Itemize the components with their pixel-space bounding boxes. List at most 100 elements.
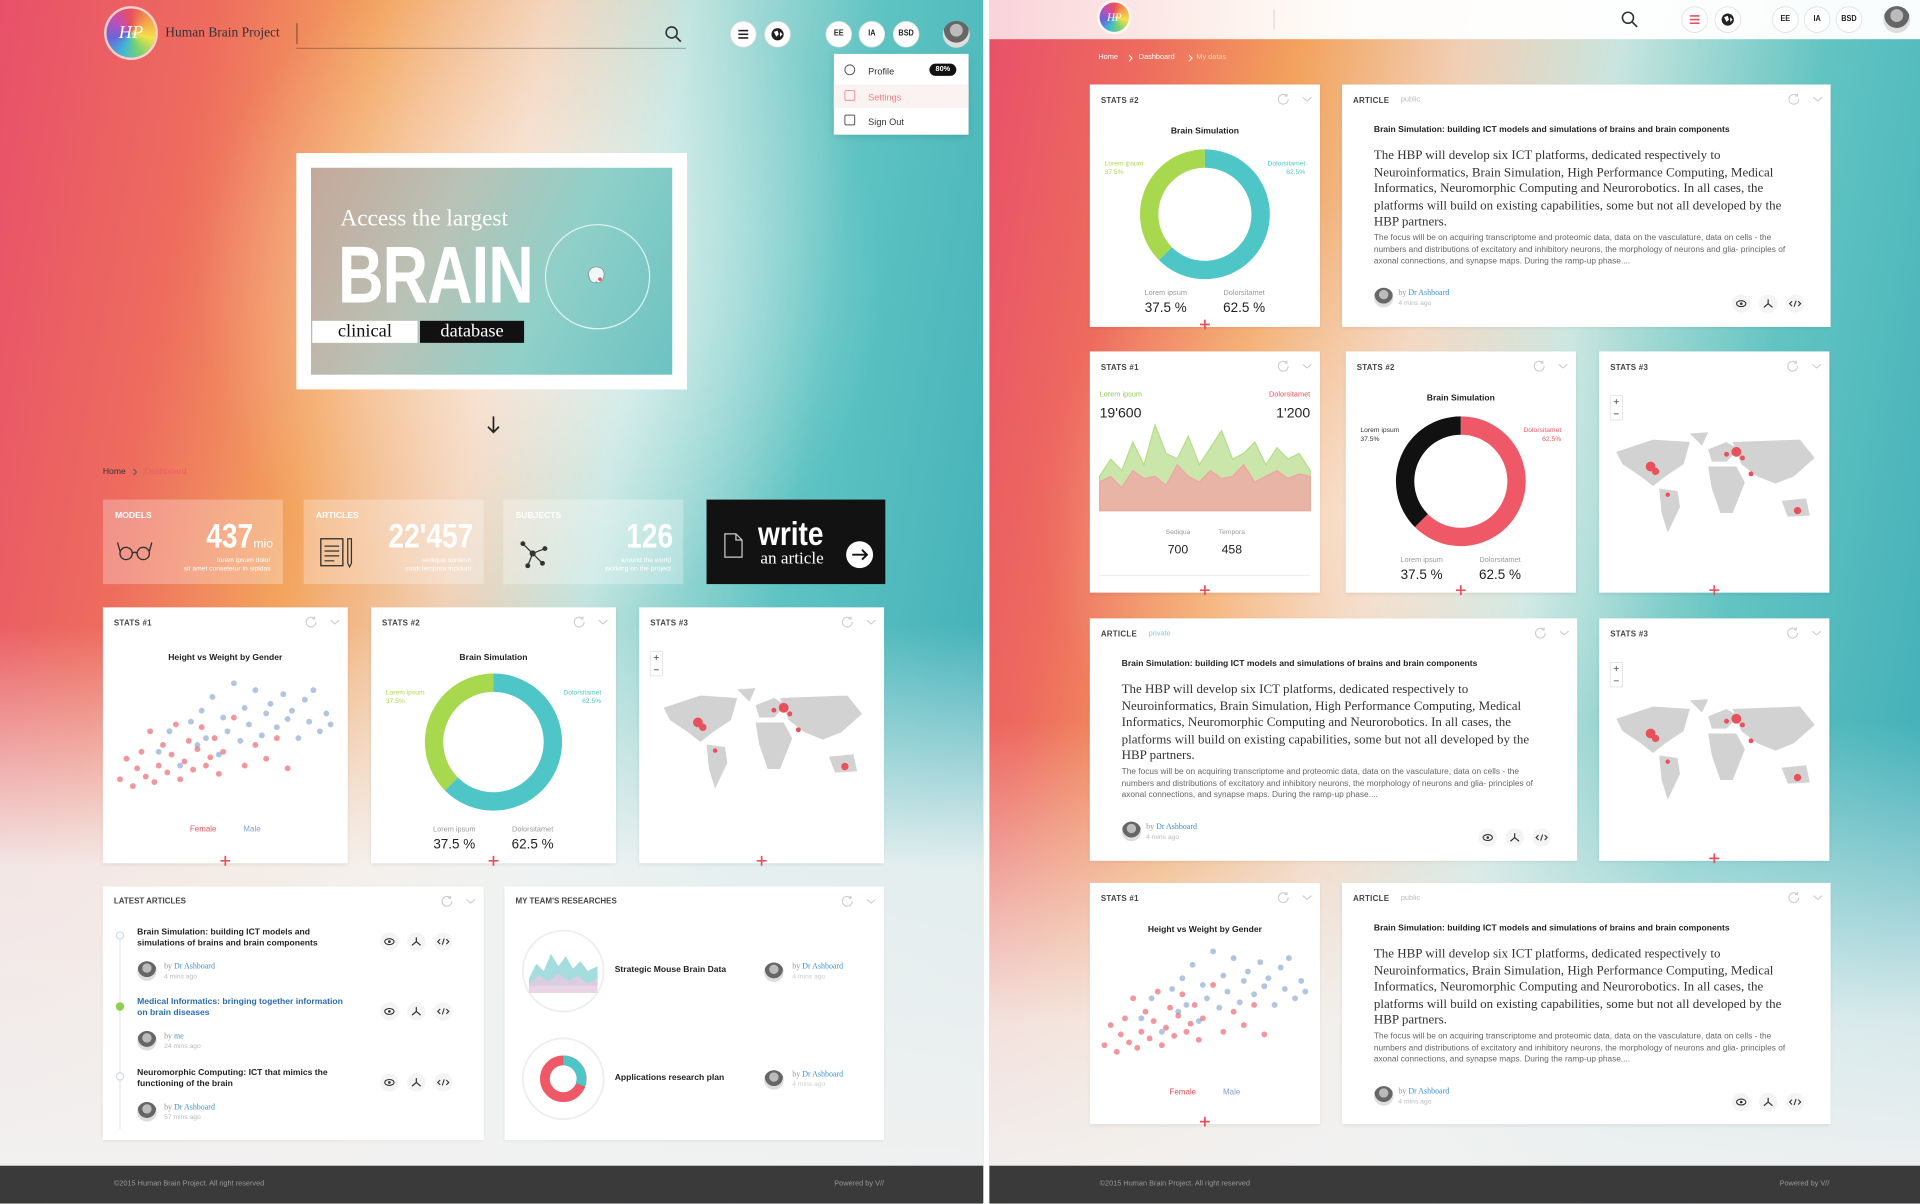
scatter-point [142, 773, 149, 780]
scroll-arrow [487, 416, 500, 434]
header-divider [1273, 9, 1275, 30]
scatter-point [211, 735, 218, 742]
tile-icon [116, 542, 153, 561]
article-link[interactable]: Neuromorphic Computing: ICT that mimics … [137, 1068, 328, 1089]
eye-icon [1736, 1098, 1747, 1106]
zoom-control[interactable] [649, 651, 663, 677]
donut-segment [1140, 149, 1205, 261]
menu-item[interactable]: Profile 80% [834, 59, 969, 82]
author: Dr Ashboard [1408, 288, 1450, 298]
molecule-atom [542, 546, 548, 552]
article-link[interactable]: Medical Informatics: bringing together i… [137, 997, 343, 1018]
site-button[interactable] [825, 21, 853, 48]
collapse-icon [1813, 96, 1823, 102]
site-button[interactable] [892, 21, 920, 48]
scatter-point [224, 728, 231, 735]
eye-pupil [1739, 302, 1743, 306]
code-icon [1788, 1098, 1802, 1106]
top-bar [989, 0, 1920, 40]
add-button[interactable] [1200, 1116, 1210, 1127]
scatter-point [306, 718, 313, 725]
map-marker [699, 723, 707, 732]
share-icon [411, 1078, 422, 1087]
article-link[interactable]: Brain Simulation: building ICT models an… [137, 928, 318, 948]
menu-button[interactable] [1681, 6, 1708, 33]
globe-button[interactable] [764, 21, 791, 48]
add-button[interactable] [1200, 319, 1210, 330]
research-title[interactable]: Applications research plan [614, 1073, 725, 1083]
zoom-box [1609, 662, 1623, 688]
add-button[interactable] [220, 855, 231, 866]
add-button[interactable] [1455, 585, 1466, 596]
plus [1200, 1116, 1210, 1127]
donut-callout: Dolorsitamet 62.5% [1523, 427, 1561, 444]
scatter-point [1183, 1002, 1190, 1008]
write-tile[interactable]: write an article [706, 499, 886, 585]
card-header: MY TEAM'S RESEARCHES [515, 897, 617, 907]
collapse-icon [866, 619, 876, 625]
site-button[interactable] [1835, 6, 1863, 33]
scatter-point [1126, 1039, 1133, 1046]
eye-icon [384, 938, 395, 946]
card-tools [1787, 627, 1822, 639]
card-tools [841, 895, 876, 907]
detail-label: Sediqua [1165, 528, 1191, 537]
search-field[interactable] [296, 47, 686, 49]
scatter-point [1150, 1018, 1157, 1024]
card-header: ARTICLE [1353, 895, 1390, 904]
add-button[interactable] [488, 855, 499, 866]
card-tools [305, 616, 340, 628]
add-button[interactable] [1709, 853, 1720, 864]
scatter-point [316, 728, 323, 735]
menu-item[interactable]: Sign Out [834, 109, 969, 132]
menu-item[interactable]: Settings [833, 83, 969, 108]
card: STATS #3 [639, 607, 885, 866]
zoom-control[interactable] [1609, 662, 1623, 688]
share-icon [1763, 299, 1773, 308]
user-avatar [942, 20, 970, 48]
time: 4 mins ago [792, 1081, 826, 1089]
map-marker [841, 762, 849, 771]
site-button[interactable] [1803, 6, 1831, 33]
collapse-icon [1302, 96, 1312, 102]
map-marker [1724, 718, 1729, 724]
map-marker [1724, 451, 1729, 457]
refresh-icon [1533, 360, 1545, 372]
detail-value: 458 [1221, 543, 1243, 558]
site-button[interactable] [1772, 6, 1799, 33]
donut-category: Lorem ipsum [1144, 290, 1187, 298]
zoom-control[interactable] [1609, 395, 1623, 421]
scatter-point [252, 687, 259, 694]
tile-caption: modi tempora incidunt [405, 565, 472, 574]
scatter-point [230, 680, 237, 687]
world-map [1616, 432, 1815, 533]
byline: by Dr Ashboard [792, 1070, 843, 1079]
research-title[interactable]: Strategic Mouse Brain Data [614, 966, 727, 975]
scatter-point [190, 766, 197, 773]
donut-category: Dolorsitamet [1479, 557, 1521, 565]
card: ARTICLE public Brain Simulation: building … [1342, 882, 1831, 1125]
continent [755, 722, 793, 769]
refresh-icon [1787, 627, 1799, 639]
scatter-point [1138, 1015, 1145, 1022]
add-button[interactable] [1200, 585, 1210, 596]
scatter-point [134, 765, 141, 772]
continent [1708, 733, 1745, 781]
add-button[interactable] [1709, 585, 1720, 596]
byline: by me [164, 1032, 184, 1041]
scatter-point [310, 687, 317, 694]
scatter-point [138, 748, 145, 755]
thumb-area [528, 973, 598, 994]
refresh-icon [1788, 892, 1800, 904]
site-button[interactable] [858, 21, 886, 48]
tile-caption: around the world [620, 557, 672, 565]
legend: Female Male [1090, 1089, 1320, 1098]
share-icon [411, 1007, 422, 1016]
continent [1732, 706, 1815, 751]
add-button[interactable] [756, 855, 767, 866]
hero-tag: database [420, 320, 525, 343]
scatter-point [1175, 1012, 1182, 1019]
globe-button[interactable] [1714, 6, 1741, 33]
menu-button[interactable] [730, 21, 757, 48]
